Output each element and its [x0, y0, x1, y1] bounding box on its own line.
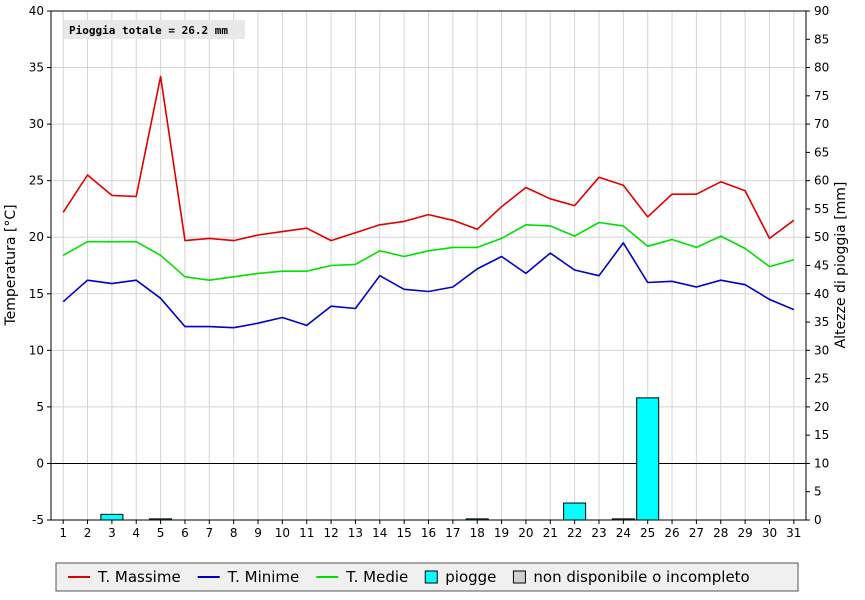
x-tick-label: 28: [713, 526, 728, 540]
x-tick-label: 27: [689, 526, 704, 540]
legend-label: non disponibile o incompleto: [533, 568, 749, 586]
axis-ticks: -505101520253035400510152025303540455055…: [29, 4, 830, 540]
y-right-tick-label: 5: [814, 485, 822, 499]
y-right-tick-label: 40: [814, 287, 829, 301]
rain-total-annotation: Pioggia totale = 26.2 mm: [69, 24, 228, 37]
x-tick-label: 21: [543, 526, 558, 540]
legend-label: piogge: [445, 568, 496, 586]
y-right-tick-label: 90: [814, 4, 829, 18]
rain-bar: [100, 513, 124, 521]
x-tick-label: 8: [230, 526, 238, 540]
y-right-tick-label: 45: [814, 259, 829, 273]
x-tick-label: 22: [567, 526, 582, 540]
x-tick-label: 31: [786, 526, 801, 540]
x-tick-label: 30: [762, 526, 777, 540]
x-tick-label: 16: [421, 526, 436, 540]
legend: T. Massime T. Minime T. Medie piogge non dis…: [55, 562, 799, 592]
x-tick-label: 25: [640, 526, 655, 540]
x-tick-label: 18: [470, 526, 485, 540]
legend-label: T. Medie: [345, 568, 408, 586]
y-right-tick-label: 30: [814, 343, 829, 357]
legend-label: T. Massime: [97, 568, 181, 586]
y-right-tick-label: 65: [814, 145, 829, 159]
x-tick-label: 9: [254, 526, 262, 540]
x-tick-label: 17: [445, 526, 460, 540]
y-right-tick-label: 0: [814, 513, 822, 527]
y-left-tick-label: 0: [36, 456, 44, 470]
y-left-tick-label: 20: [29, 230, 44, 244]
x-tick-label: 11: [299, 526, 314, 540]
x-tick-label: 14: [372, 526, 387, 540]
annotation-box: Pioggia totale = 26.2 mm: [64, 20, 245, 39]
y-right-tick-label: 60: [814, 174, 829, 188]
x-tick-label: 15: [397, 526, 412, 540]
y-right-tick-label: 50: [814, 230, 829, 244]
x-tick-label: 3: [108, 526, 116, 540]
series-line-t-minime: [62, 242, 795, 329]
rain-bar: [563, 502, 587, 521]
series-line-t-medie: [62, 221, 795, 282]
x-tick-label: 19: [494, 526, 509, 540]
grid: [51, 10, 806, 521]
y-left-tick-label: 10: [29, 343, 44, 357]
temperature-lines: [62, 75, 795, 329]
x-tick-label: 13: [348, 526, 363, 540]
x-tick-label: 29: [737, 526, 752, 540]
y-right-tick-label: 15: [814, 428, 829, 442]
y-right-tick-label: 25: [814, 372, 829, 386]
x-tick-label: 23: [591, 526, 606, 540]
rain-bar: [636, 397, 660, 521]
legend-swatch-box: [512, 570, 526, 584]
y-left-tick-label: 40: [29, 4, 44, 18]
x-tick-label: 5: [157, 526, 165, 540]
y-left-tick-label: 30: [29, 117, 44, 131]
y-left-tick-label: 5: [36, 400, 44, 414]
x-tick-label: 12: [323, 526, 338, 540]
y-left-tick-label: 35: [29, 61, 44, 75]
x-tick-label: 26: [664, 526, 679, 540]
y-left-axis-label: Temperatura [°C]: [3, 204, 19, 326]
x-tick-label: 10: [275, 526, 290, 540]
y-right-tick-label: 20: [814, 400, 829, 414]
x-tick-label: 20: [518, 526, 533, 540]
y-right-tick-label: 35: [814, 315, 829, 329]
y-left-tick-label: 25: [29, 174, 44, 188]
legend-label: T. Minime: [227, 568, 300, 586]
x-tick-label: 24: [616, 526, 631, 540]
y-right-tick-label: 70: [814, 117, 829, 131]
series-line-t-massime: [62, 75, 795, 242]
y-right-tick-label: 85: [814, 32, 829, 46]
y-left-tick-label: -5: [32, 513, 44, 527]
x-tick-label: 2: [84, 526, 92, 540]
legend-swatch-box: [424, 570, 438, 584]
x-tick-label: 7: [205, 526, 213, 540]
x-tick-label: 1: [59, 526, 67, 540]
x-tick-label: 6: [181, 526, 189, 540]
y-right-tick-label: 80: [814, 61, 829, 75]
y-right-axis-label: Altezze di pioggia [mm]: [833, 182, 849, 349]
y-right-tick-label: 10: [814, 456, 829, 470]
y-right-tick-label: 75: [814, 89, 829, 103]
y-left-tick-label: 15: [29, 287, 44, 301]
x-tick-label: 4: [132, 526, 140, 540]
y-right-tick-label: 55: [814, 202, 829, 216]
